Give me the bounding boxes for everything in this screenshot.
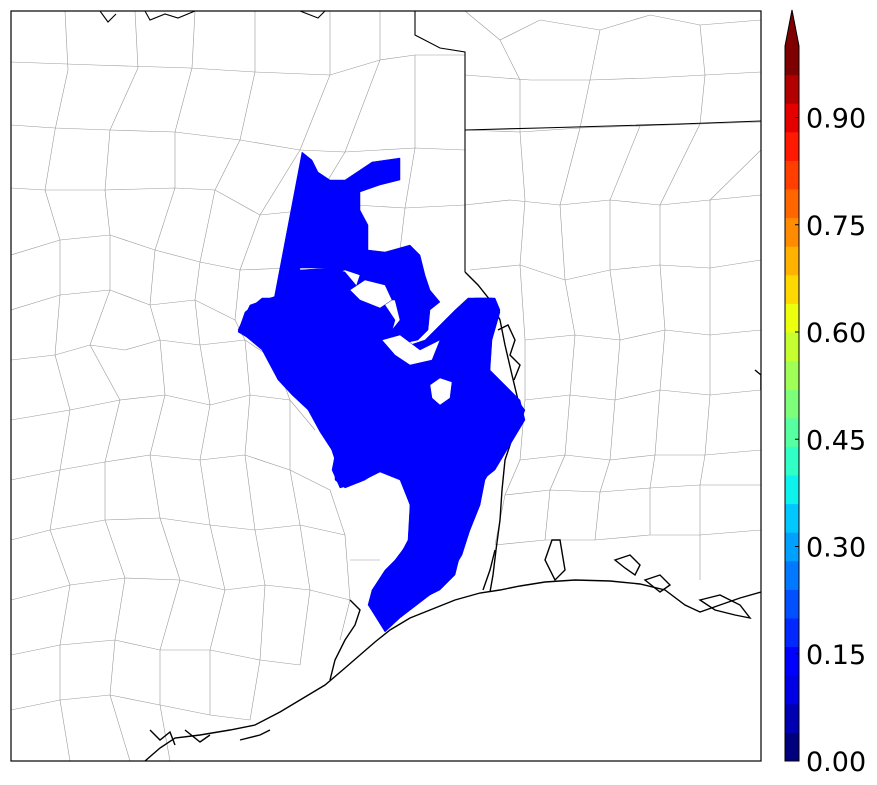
colorbar-band [785, 446, 799, 476]
state-boundaries [99, 11, 761, 272]
colorbar-band [785, 389, 799, 419]
colorbar-band [785, 246, 799, 276]
colorbar-tick-label: 0.00 [806, 747, 866, 778]
county-boundaries [11, 11, 761, 761]
colorbar-band [785, 560, 799, 590]
colorbar-band [785, 618, 799, 648]
colorbar: 0.00 0.15 0.30 0.45 0.60 0.75 0.90 [784, 9, 866, 778]
colorbar-tick-label: 0.30 [806, 533, 866, 564]
colorbar-tick-label: 0.15 [806, 640, 866, 671]
colorbar-band [785, 646, 799, 676]
colorbar-band [785, 589, 799, 619]
colorbar-band [785, 274, 799, 304]
colorbar-band [785, 675, 799, 705]
colorbar-band [785, 131, 799, 161]
colorbar-extend-arrow [785, 10, 799, 46]
colorbar-band [785, 360, 799, 390]
map-area [11, 11, 761, 761]
colorbar-band [785, 46, 799, 76]
colorbar-band [785, 503, 799, 533]
colorbar-band [785, 475, 799, 505]
colorbar-band [785, 303, 799, 333]
colorbar-band [785, 74, 799, 104]
region-gap [381, 334, 441, 366]
colorbar-band [785, 417, 799, 447]
map-frame [10, 10, 762, 762]
colorbar-tick-label: 0.75 [806, 211, 866, 242]
colorbar-band [785, 217, 799, 247]
colorbar-band [785, 332, 799, 362]
colorbar-band [785, 103, 799, 133]
colorbar-tick-label: 0.60 [806, 318, 866, 349]
colorbar-tick-label: 0.45 [806, 425, 866, 456]
colorbar-band [785, 189, 799, 219]
colorbar-band [785, 732, 799, 762]
shaded-probability-region-main [237, 267, 526, 633]
colorbar-band [785, 532, 799, 562]
colorbar-tick-label: 0.90 [806, 104, 866, 135]
colorbar-band [785, 160, 799, 190]
region-hole-1 [349, 279, 393, 309]
colorbar-band [785, 703, 799, 733]
region-hole-2 [429, 377, 453, 406]
